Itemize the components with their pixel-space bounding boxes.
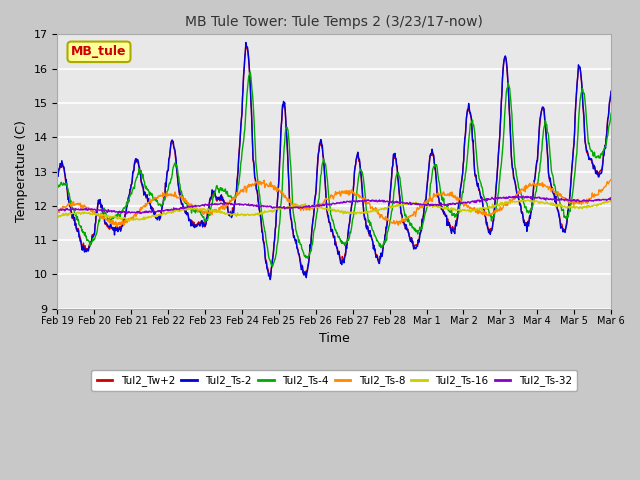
Tul2_Ts-2	[435, 195, 443, 201]
Tul2_Tw+2	[298, 263, 306, 268]
Tul2_Ts-8	[435, 190, 442, 196]
Tul2_Tw+2	[242, 42, 250, 48]
Tul2_Ts-8	[54, 207, 61, 213]
Tul2_Ts-32	[607, 195, 615, 201]
Tul2_Ts-32	[435, 202, 442, 207]
Tul2_Ts-8	[607, 177, 615, 182]
Tul2_Ts-16	[486, 205, 493, 211]
Tul2_Ts-2	[54, 171, 61, 177]
Tul2_Ts-8	[486, 211, 493, 217]
Line: Tul2_Ts-8: Tul2_Ts-8	[58, 180, 611, 227]
Tul2_Ts-4	[110, 215, 118, 220]
Tul2_Tw+2	[497, 124, 504, 130]
Title: MB Tule Tower: Tule Temps 2 (3/23/17-now): MB Tule Tower: Tule Temps 2 (3/23/17-now…	[186, 15, 483, 29]
Line: Tul2_Ts-16: Tul2_Ts-16	[58, 200, 611, 221]
Tul2_Ts-2	[242, 39, 250, 45]
Tul2_Ts-4	[486, 213, 494, 219]
Tul2_Ts-32	[496, 195, 504, 201]
Tul2_Ts-4	[246, 69, 254, 75]
Tul2_Ts-32	[298, 205, 306, 211]
Tul2_Ts-2	[497, 123, 504, 129]
Tul2_Tw+2	[486, 230, 494, 236]
Tul2_Tw+2	[110, 225, 118, 230]
Tul2_Ts-16	[496, 201, 504, 207]
Tul2_Tw+2	[266, 275, 274, 280]
Tul2_Ts-16	[524, 197, 532, 203]
Tul2_Ts-4	[298, 247, 306, 252]
Tul2_Ts-8	[298, 205, 306, 211]
Tul2_Ts-8	[496, 208, 504, 214]
Text: MB_tule: MB_tule	[71, 45, 127, 58]
Tul2_Ts-32	[110, 208, 118, 214]
Line: Tul2_Ts-32: Tul2_Ts-32	[58, 196, 611, 214]
Tul2_Ts-16	[54, 214, 61, 219]
X-axis label: Time: Time	[319, 332, 349, 345]
Tul2_Ts-16	[435, 204, 442, 209]
Tul2_Ts-4	[607, 110, 615, 116]
Tul2_Tw+2	[435, 195, 443, 201]
Tul2_Ts-32	[519, 193, 527, 199]
Legend: Tul2_Tw+2, Tul2_Ts-2, Tul2_Ts-4, Tul2_Ts-8, Tul2_Ts-16, Tul2_Ts-32: Tul2_Tw+2, Tul2_Ts-2, Tul2_Ts-4, Tul2_Ts…	[92, 370, 577, 391]
Line: Tul2_Tw+2: Tul2_Tw+2	[58, 45, 611, 277]
Tul2_Ts-4	[54, 183, 61, 189]
Tul2_Ts-16	[298, 202, 306, 208]
Tul2_Ts-8	[278, 190, 285, 195]
Tul2_Ts-16	[278, 205, 285, 211]
Tul2_Ts-32	[486, 197, 493, 203]
Tul2_Ts-4	[269, 264, 276, 270]
Tul2_Ts-2	[607, 88, 615, 94]
Tul2_Tw+2	[607, 88, 615, 94]
Tul2_Ts-8	[110, 221, 118, 227]
Tul2_Ts-32	[123, 211, 131, 216]
Tul2_Ts-32	[278, 204, 285, 210]
Line: Tul2_Ts-4: Tul2_Ts-4	[58, 72, 611, 267]
Line: Tul2_Ts-2: Tul2_Ts-2	[58, 42, 611, 280]
Tul2_Ts-8	[113, 224, 120, 230]
Tul2_Ts-2	[266, 277, 274, 283]
Y-axis label: Temperature (C): Temperature (C)	[15, 120, 28, 222]
Tul2_Tw+2	[54, 172, 61, 178]
Tul2_Ts-16	[607, 199, 615, 204]
Tul2_Ts-2	[298, 264, 306, 269]
Tul2_Ts-4	[497, 169, 504, 175]
Tul2_Ts-16	[110, 214, 118, 220]
Tul2_Ts-32	[54, 207, 61, 213]
Tul2_Ts-2	[486, 231, 494, 237]
Tul2_Ts-2	[110, 226, 118, 231]
Tul2_Tw+2	[278, 106, 286, 111]
Tul2_Ts-16	[125, 218, 132, 224]
Tul2_Ts-2	[278, 102, 286, 108]
Tul2_Ts-4	[278, 181, 286, 187]
Tul2_Ts-4	[435, 178, 443, 184]
